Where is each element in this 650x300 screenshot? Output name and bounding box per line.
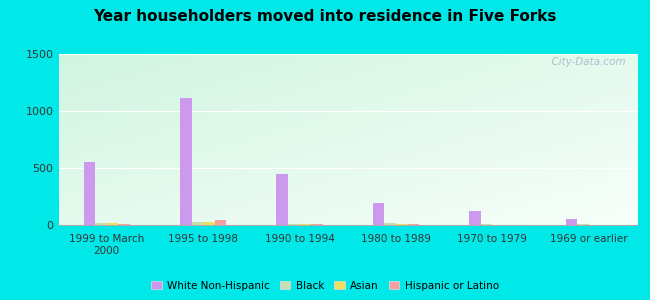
Legend: White Non-Hispanic, Black, Asian, Hispanic or Latino: White Non-Hispanic, Black, Asian, Hispan… (147, 277, 503, 295)
Bar (589, 224, 601, 225)
Text: Year householders moved into residence in Five Forks: Year householders moved into residence i… (94, 9, 556, 24)
Bar (566, 219, 577, 225)
Bar (107, 223, 118, 225)
Bar (492, 224, 504, 225)
Bar (203, 222, 215, 225)
Bar (384, 223, 396, 225)
Text: City-Data.com: City-Data.com (545, 57, 625, 68)
Bar (396, 224, 408, 225)
Bar (311, 224, 322, 225)
Bar (288, 224, 300, 225)
Bar (577, 224, 589, 225)
Bar (469, 211, 481, 225)
Bar (276, 174, 288, 225)
Bar (84, 162, 95, 225)
Bar (300, 224, 311, 225)
Bar (180, 98, 192, 225)
Bar (504, 224, 515, 225)
Bar (481, 224, 493, 225)
Bar (214, 220, 226, 225)
Bar (118, 224, 130, 225)
Bar (95, 223, 107, 225)
Bar (601, 224, 612, 225)
Bar (408, 224, 419, 225)
Bar (192, 222, 203, 225)
Bar (373, 203, 384, 225)
